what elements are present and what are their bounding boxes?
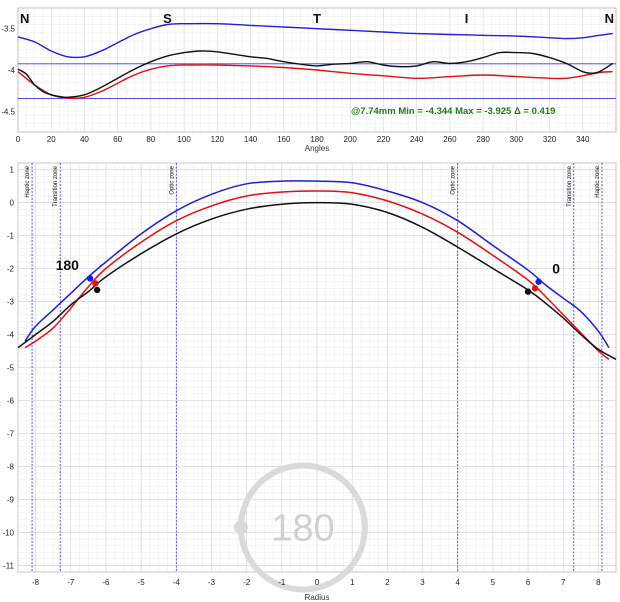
point-label: 0 [552,260,560,276]
y-tick-label: -2 [7,265,15,274]
x-tick-label: -2 [243,578,251,587]
series-line-2 [17,201,617,360]
series-line-0 [17,22,613,59]
x-tick-label: 4 [455,578,460,587]
x-tick-label: 80 [146,135,155,144]
point-label: 180 [56,257,80,273]
y-tick-label: -4 [7,331,15,340]
watermark-180: 180 [233,462,368,593]
x-tick-label: 40 [80,135,89,144]
direction-label: T [313,11,321,26]
watermark-dot [233,520,248,535]
series-line-0 [24,180,610,349]
direction-label: I [465,11,469,26]
series-line-1 [17,64,613,100]
x-tick-label: 0 [16,135,21,144]
point-marker [531,285,539,292]
zone-label: Optic zone [451,165,457,194]
x-tick-label: 100 [177,135,191,144]
zone-label: Transition zone [53,165,59,206]
stats-readout: @7.74mm Min = -4.344 Max = -3.925 Δ = 0.… [351,106,555,117]
y-tick-label: -9 [7,495,15,504]
x-tick-label: 260 [443,135,457,144]
x-tick-label: -4 [173,578,181,587]
x-tick-label: -3 [208,578,216,587]
x-tick-label: -6 [102,578,110,587]
point-marker [86,275,94,282]
x-tick-label: 300 [510,135,524,144]
angles-chart: 0 20 40 60 80 100 120 140 160 180 200 220 240 260 280 3… [1,7,617,153]
x-tick-label: 7 [561,578,566,587]
point-marker [92,280,99,287]
y-tick-label: -1 [7,232,15,241]
x-tick-label: 0 [315,578,320,587]
watermark-text: 180 [271,507,334,549]
x-tick-label: 60 [113,135,122,144]
grid [17,7,617,133]
x-tick-label: 1 [350,578,355,587]
x-tick-label: 5 [491,578,496,587]
direction-label: N [20,11,29,26]
x-tick-label: 180 [310,135,324,144]
y-tick-label: -7 [7,429,15,438]
x-tick-label: 220 [377,135,391,144]
point-marker [524,288,532,295]
x-tick-label: -7 [67,578,75,587]
x-tick-label: 6 [526,578,531,587]
direction-label: S [163,11,172,26]
y-tick-label: -11 [3,561,15,570]
y-tick-label: -3 [7,298,15,307]
point-marker [535,278,542,285]
x-tick-label: -1 [278,578,286,587]
x-tick-label: 140 [244,135,258,144]
y-tick-label: 1 [10,166,15,175]
x-tick-label: 200 [344,135,358,144]
x-tick-label: -5 [138,578,146,587]
x-tick-label: 340 [576,135,590,144]
x-tick-label: 160 [277,135,291,144]
y-tick-label: -10 [2,528,14,537]
zone-label: Transition zone [567,165,573,206]
x-tick-label: 2 [385,578,390,587]
point-marker [93,286,101,294]
zone-label: Haptic zone [595,165,601,197]
x-tick-label: 240 [410,135,424,144]
x-tick-label: 120 [211,135,225,144]
zone-label: Haptic zone [25,165,31,197]
x-tick-label: 320 [543,135,557,144]
series-line-1 [24,190,610,360]
y-tick-label: -3.5 [1,25,15,34]
x-tick-label: -8 [32,578,40,587]
x-axis-title: Angles [305,144,329,153]
x-axis-title: Radius [305,593,330,602]
zone-label: Optic zone [169,165,175,194]
y-tick-label: -4 [8,66,16,75]
series-line-2 [17,50,614,99]
x-tick-label: 20 [47,135,56,144]
direction-label: N [605,11,614,26]
x-tick-label: 3 [420,578,425,587]
y-tick-label: -5 [7,364,15,373]
y-tick-label: -6 [7,396,15,405]
y-tick-label: -4.5 [1,107,15,116]
y-tick-label: 0 [10,199,15,208]
x-tick-label: 280 [476,135,490,144]
x-tick-label: 8 [596,578,601,587]
y-tick-label: -8 [7,462,15,471]
